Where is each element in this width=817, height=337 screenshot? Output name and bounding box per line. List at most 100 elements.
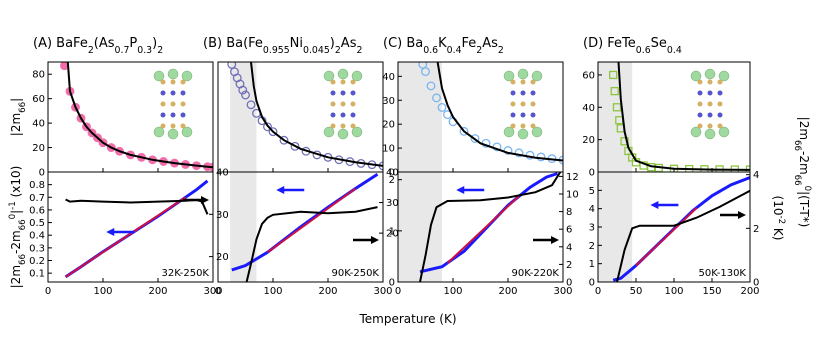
text-part: 2 xyxy=(356,45,362,56)
atom xyxy=(717,90,723,96)
y-tick-label: 20 xyxy=(382,120,395,131)
atom xyxy=(351,70,363,82)
atom xyxy=(350,90,356,96)
x-tick-label: 100 xyxy=(263,286,282,297)
atom xyxy=(337,128,349,140)
fit-range: 50K-130K xyxy=(699,268,747,279)
plot-area xyxy=(398,62,563,172)
atom xyxy=(510,90,516,96)
text-part: |2m xyxy=(9,113,23,136)
text-part: -2m xyxy=(797,151,811,175)
plot-frame xyxy=(397,171,564,283)
atom xyxy=(531,126,543,138)
y-tick-label: 4 xyxy=(589,204,595,215)
atom xyxy=(170,112,176,118)
y2-tick-label: 2 xyxy=(753,224,759,235)
plot-area xyxy=(598,62,750,172)
text-part: 66 xyxy=(18,102,28,113)
curve xyxy=(66,62,213,169)
atom xyxy=(160,79,166,85)
y-tick-label: 0 xyxy=(589,168,595,179)
y-tick-label: 10 xyxy=(382,144,395,155)
text-part: 0.7 xyxy=(115,45,130,56)
y-tick-label: 40 xyxy=(382,72,395,83)
atom xyxy=(330,123,336,129)
atom xyxy=(520,90,526,96)
atom xyxy=(167,128,179,140)
curve xyxy=(419,172,562,282)
x-tick-label: 300 xyxy=(373,286,392,297)
text-part: 2 xyxy=(476,45,482,56)
y-tick-label: 2 xyxy=(589,241,595,252)
text-part: 2 xyxy=(88,45,94,56)
text-part: (x10) xyxy=(9,166,23,202)
arrow-head xyxy=(456,186,465,194)
atom xyxy=(718,70,730,82)
marker xyxy=(238,85,248,95)
curve xyxy=(612,176,750,282)
atom xyxy=(530,90,536,96)
marker xyxy=(609,70,618,80)
atom xyxy=(170,90,176,96)
text-part: 0.045 xyxy=(303,45,330,56)
y-tick-label: 60 xyxy=(582,70,595,81)
y2-tick-label: 12 xyxy=(566,172,579,183)
y2-axis-unit: (10-2 K) xyxy=(771,196,786,241)
marker xyxy=(514,148,524,158)
x-tick-label: 50 xyxy=(630,286,643,297)
atom xyxy=(697,90,703,96)
marker xyxy=(246,100,256,110)
atom xyxy=(340,101,346,107)
atom xyxy=(180,112,186,118)
atom xyxy=(530,79,536,85)
y-tick-label: 40 xyxy=(32,119,45,130)
text-part: 66 xyxy=(18,254,28,265)
atom xyxy=(503,70,515,82)
atom xyxy=(717,79,723,85)
curve xyxy=(436,62,563,162)
arrow-head xyxy=(371,236,379,244)
y2-tick-label: 2 xyxy=(566,260,572,271)
marker xyxy=(268,127,278,137)
atom xyxy=(167,68,179,80)
y-axis-label: |2m66-2m660|-1 (x10) xyxy=(8,166,28,289)
atom xyxy=(181,70,193,82)
atom xyxy=(503,126,515,138)
atom xyxy=(160,90,166,96)
y-tick-label: 0 xyxy=(389,168,395,179)
atom xyxy=(330,112,336,118)
x-tick-label: 0 xyxy=(45,286,51,297)
fit-range: 90K-250K xyxy=(332,268,380,279)
plot-area xyxy=(398,172,562,282)
fit-range: 90K-220K xyxy=(512,268,560,279)
y-tick-label: 0.7 xyxy=(29,193,45,204)
arrow-head xyxy=(276,186,285,194)
marker xyxy=(263,122,272,132)
atom xyxy=(323,126,335,138)
atom xyxy=(180,79,186,85)
marker xyxy=(612,103,622,112)
atom xyxy=(530,112,536,118)
atom xyxy=(160,101,166,107)
text-part: (C) Ba xyxy=(383,36,423,51)
arrow-head xyxy=(106,228,115,236)
atom xyxy=(697,112,703,118)
atom xyxy=(160,112,166,118)
marker xyxy=(227,62,237,69)
y-tick-label: 0 xyxy=(389,278,395,289)
y2-axis-label: |2m66-2m660|(T-T*) xyxy=(792,117,812,228)
y2-tick-label: 8 xyxy=(566,207,572,218)
text-part: (As xyxy=(94,36,115,51)
atom xyxy=(350,112,356,118)
atom xyxy=(704,68,716,80)
atom xyxy=(707,79,713,85)
y-tick-label: 80 xyxy=(32,70,45,81)
marker xyxy=(536,152,546,162)
text-part: |(T-T*) xyxy=(797,191,811,227)
text-part: 2 xyxy=(335,45,341,56)
marker xyxy=(432,93,441,103)
y2-tick-label: 40 xyxy=(216,168,229,179)
text-part: K xyxy=(438,36,447,51)
curve xyxy=(635,207,698,267)
